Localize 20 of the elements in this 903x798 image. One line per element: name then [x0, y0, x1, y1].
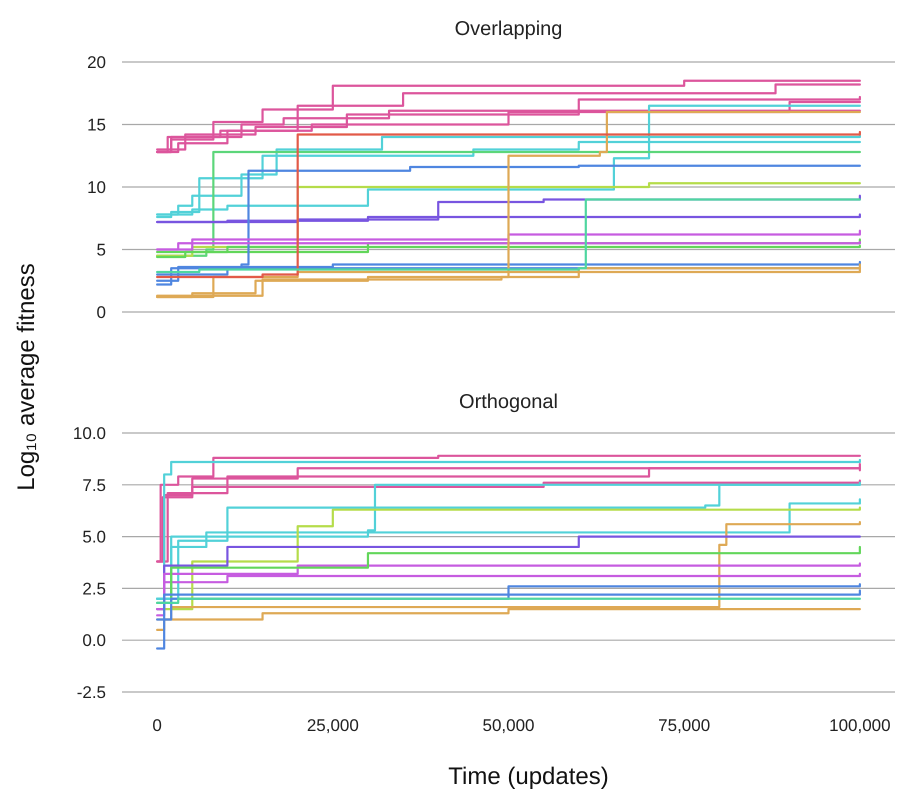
- x-tick-label: 100,000: [829, 716, 891, 735]
- x-tick-label: 50,000: [482, 716, 534, 735]
- y-axis-title: Log₁₀ average fitness: [13, 263, 40, 491]
- y-tick-label: 10.0: [72, 424, 106, 443]
- chart-title: Orthogonal: [459, 391, 558, 413]
- x-tick-label: 75,000: [658, 716, 710, 735]
- y-tick-label: 5: [96, 240, 106, 260]
- y-tick-label: 0: [96, 302, 106, 322]
- y-tick-label: 5.0: [82, 528, 106, 547]
- chart-title: Overlapping: [454, 18, 562, 40]
- y-tick-label: 7.5: [82, 476, 106, 495]
- y-tick-label: 20: [87, 52, 106, 72]
- y-tick-label: 10: [87, 178, 106, 197]
- y-tick-label: 15: [87, 115, 106, 134]
- x-tick-label: 25,000: [306, 716, 359, 735]
- x-axis-title: Time (updates): [448, 763, 609, 790]
- y-tick-label: -2.5: [76, 682, 106, 702]
- y-tick-label: 2.5: [82, 579, 106, 598]
- y-tick-label: 0.0: [82, 631, 106, 650]
- x-tick-label: 0: [152, 716, 162, 735]
